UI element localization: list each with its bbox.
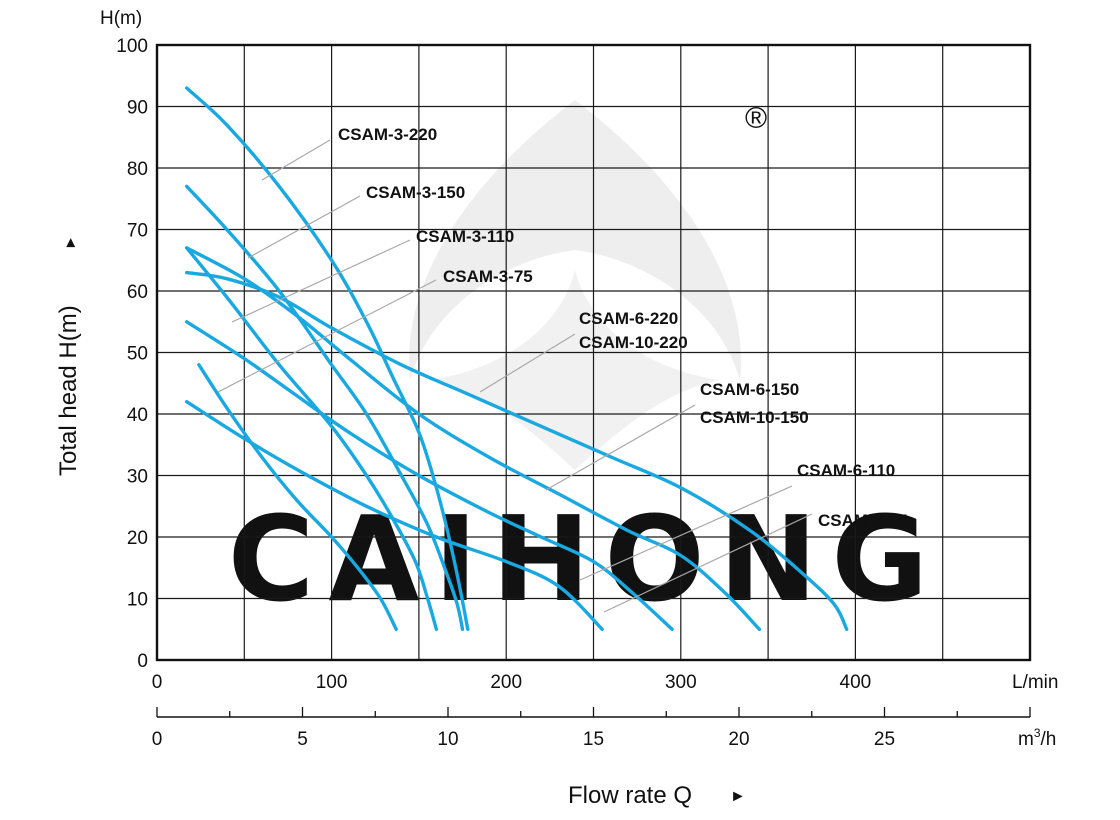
leader-line	[261, 139, 331, 181]
x-tick-label-m3h: 15	[583, 729, 604, 750]
leader-line	[545, 404, 696, 491]
y-tick-label: 90	[127, 98, 148, 119]
leader-line	[247, 195, 361, 259]
y-axis-arrow: ►	[62, 235, 79, 250]
axes: 0 10 20 30 40 50 60 70 80 90 100 0 100 200 300 400 0 5 10 1…	[116, 36, 1031, 750]
curve-label-csam-3-220: CSAM-3-220	[338, 125, 437, 144]
y-tick-label: 60	[127, 282, 148, 303]
y-tick-label: 100	[116, 36, 148, 57]
x-tick-label-lmin: 400	[840, 672, 872, 693]
x-tick-label-lmin: 100	[316, 672, 348, 693]
x-tick-label-m3h: 20	[728, 729, 749, 750]
x-unit-secondary: m3/h	[1018, 726, 1056, 750]
curve-csam-3-75	[197, 363, 398, 631]
y-axis-short-label: H(m)	[100, 8, 142, 29]
x-tick-label-m3h: 5	[297, 729, 308, 750]
curves	[185, 86, 849, 631]
curve-csam-3-220	[185, 86, 470, 631]
curve-label-csam-3-150: CSAM-3-150	[366, 183, 465, 202]
registered-mark: ®	[745, 102, 767, 135]
curve-csam-10-220	[185, 246, 762, 631]
x-tick-label-m3h: 25	[874, 729, 895, 750]
y-tick-label: 80	[127, 159, 148, 180]
curve-label-csam-10-150: CSAM-10-150	[700, 408, 809, 427]
curve-label-csam-6-220: CSAM-6-220	[579, 309, 678, 328]
leader-lines	[217, 139, 813, 613]
watermark: CAIHONG ®	[228, 100, 928, 628]
x-tick-label-lmin: 300	[665, 672, 697, 693]
curve-csam-6-220	[185, 270, 849, 631]
y-tick-label: 30	[127, 467, 148, 488]
curve-labels: CSAM-3-220 CSAM-3-150 CSAM-3-110 CSAM-3-75 C…	[338, 125, 908, 530]
curve-csam-6-150	[185, 320, 674, 631]
curve-csam-10-150	[185, 400, 604, 631]
curve-label-csam-6-150: CSAM-6-150	[700, 380, 799, 399]
curve-label-csam-3-75: CSAM-3-75	[443, 267, 533, 286]
curve-csam-3-110	[185, 246, 439, 631]
x-unit-primary: L/min	[1012, 672, 1058, 693]
x-tick-label-lmin: 0	[152, 672, 163, 693]
curve-label-csam-10-220: CSAM-10-220	[579, 333, 688, 352]
x-tick-label-m3h: 10	[437, 729, 458, 750]
x-axis-title: Flow rate Q	[568, 782, 692, 809]
y-tick-label: 10	[127, 590, 148, 611]
plot-frame	[155, 43, 1032, 662]
curve-csam-3-150	[185, 184, 465, 631]
watermark-logo-shape	[409, 100, 741, 380]
y-tick-label: 40	[127, 405, 148, 426]
y-tick-label: 20	[127, 528, 148, 549]
leader-line	[231, 239, 411, 323]
y-tick-label: 70	[127, 221, 148, 242]
leader-line	[603, 513, 813, 613]
watermark-logo-shape-lower	[430, 270, 720, 470]
x-axis-arrow: ►	[730, 788, 746, 805]
curve-label-csam-6-75: CSAM-6-75	[818, 511, 908, 530]
y-axis-title-group: Total head H(m) ►	[55, 235, 82, 476]
leader-line	[579, 485, 793, 581]
leader-line	[479, 333, 576, 393]
leader-line	[217, 279, 437, 393]
curve-label-csam-6-110: CSAM-6-110	[797, 461, 895, 480]
y-tick-label: 0	[137, 651, 148, 672]
y-tick-label: 50	[127, 344, 148, 365]
x-tick-label-m3h: 0	[152, 729, 163, 750]
y-axis-title: Total head H(m)	[55, 305, 82, 476]
curve-label-csam-3-110: CSAM-3-110	[416, 227, 514, 246]
x-tick-label-lmin: 200	[490, 672, 522, 693]
